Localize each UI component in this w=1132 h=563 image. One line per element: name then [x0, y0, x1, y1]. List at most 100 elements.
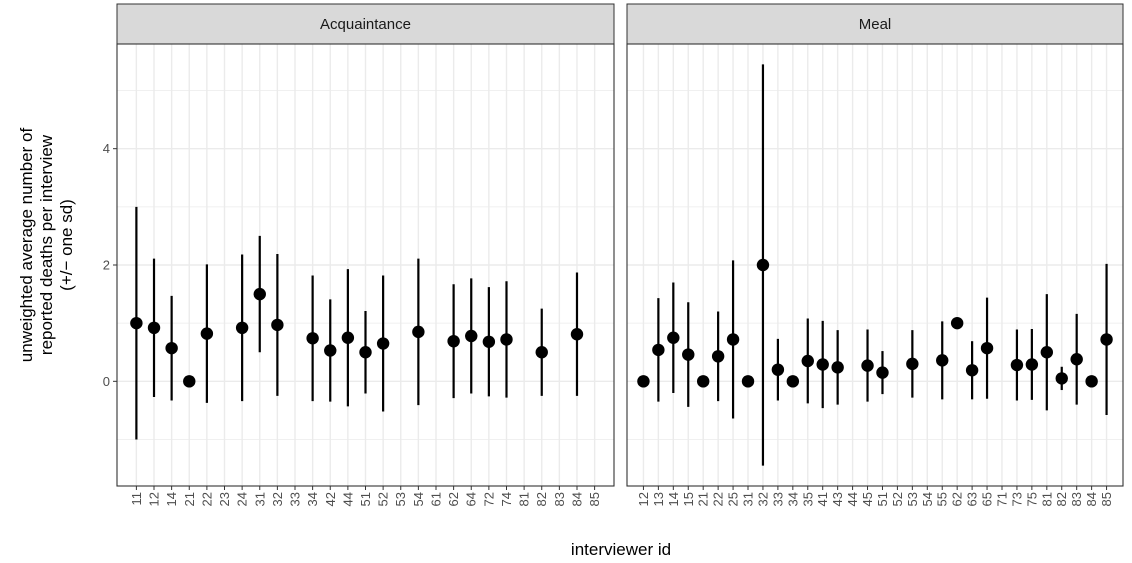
x-tick-label: 21 [182, 492, 197, 506]
data-point [183, 375, 196, 388]
x-tick-label: 52 [376, 492, 391, 506]
x-tick-label: 84 [569, 492, 584, 506]
y-axis-title: unweighted average number of reported de… [17, 128, 76, 363]
data-point [741, 375, 755, 388]
x-tick-label: 72 [481, 492, 496, 506]
data-point [906, 357, 919, 371]
data-point [482, 335, 496, 348]
data-point [936, 354, 949, 367]
x-tick-label: 14 [666, 492, 681, 506]
data-point [253, 287, 266, 301]
data-point [682, 348, 695, 361]
y-axis-title-line-1: unweighted average number of [17, 128, 36, 363]
data-point [570, 328, 584, 341]
data-point [147, 321, 161, 335]
x-tick-label: 32 [270, 492, 285, 506]
data-point [376, 337, 390, 350]
x-tick-label: 34 [785, 492, 800, 506]
x-tick-label: 81 [517, 492, 532, 506]
x-tick-label: 45 [860, 492, 875, 506]
y-tick-label: 4 [103, 141, 110, 156]
x-tick-label: 52 [890, 492, 905, 506]
x-axis-title: interviewer id [571, 540, 671, 559]
x-tick-label: 85 [1099, 492, 1114, 506]
data-point [1055, 372, 1068, 385]
data-point [831, 361, 844, 374]
x-tick-label: 82 [534, 492, 549, 506]
data-point [965, 364, 979, 377]
data-point [130, 316, 143, 330]
data-point [359, 346, 372, 359]
x-tick-label: 54 [411, 492, 426, 506]
data-point [1070, 353, 1083, 366]
facet-strip-label: Acquaintance [320, 16, 411, 33]
x-tick-label: 21 [696, 492, 711, 506]
x-tick-label: 22 [199, 492, 214, 506]
data-point [861, 359, 874, 372]
data-point [1085, 375, 1098, 388]
data-point [652, 343, 665, 357]
x-tick-label: 31 [252, 492, 267, 506]
x-tick-label: 12 [636, 492, 651, 506]
x-tick-label: 81 [1039, 492, 1054, 506]
x-tick-label: 12 [147, 492, 162, 506]
x-tick-label: 53 [905, 492, 920, 506]
x-tick-label: 71 [994, 492, 1009, 506]
data-point [200, 327, 214, 340]
x-tick-label: 33 [770, 492, 785, 506]
data-point [950, 316, 964, 330]
x-tick-label: 82 [1054, 492, 1069, 506]
panel-border [626, 43, 1124, 487]
x-tick-label: 55 [935, 492, 950, 506]
data-point [535, 346, 548, 359]
x-tick-label: 24 [235, 492, 250, 506]
x-tick-label: 31 [741, 492, 756, 506]
facet-strip-label: Meal [859, 16, 892, 33]
x-tick-label: 43 [830, 492, 845, 506]
x-tick-label: 14 [164, 492, 179, 506]
x-tick-label: 83 [1069, 492, 1084, 506]
data-point [667, 331, 680, 344]
x-tick-label: 33 [288, 492, 303, 506]
x-tick-label: 15 [681, 492, 696, 506]
x-tick-label: 61 [428, 492, 443, 506]
data-point [771, 363, 785, 376]
x-tick-label: 44 [340, 492, 355, 506]
data-point [1100, 333, 1113, 346]
data-point [786, 375, 800, 388]
x-tick-label: 11 [129, 492, 144, 506]
x-tick-label: 35 [800, 492, 815, 506]
data-point [465, 329, 478, 343]
data-point [1040, 346, 1054, 359]
data-point [306, 332, 319, 345]
data-point [235, 321, 249, 335]
data-point [711, 350, 725, 363]
x-tick-label: 13 [651, 492, 666, 506]
x-tick-label: 73 [1009, 492, 1024, 506]
data-point [500, 333, 513, 346]
x-tick-label: 85 [587, 492, 602, 506]
x-tick-label: 25 [726, 492, 741, 506]
x-tick-label: 62 [950, 492, 965, 506]
y-tick-label: 2 [103, 258, 110, 273]
data-point [756, 258, 770, 272]
data-point [341, 331, 355, 344]
x-tick-label: 75 [1024, 492, 1039, 506]
x-tick-label: 74 [499, 492, 514, 506]
x-tick-label: 32 [755, 492, 770, 506]
data-point [324, 344, 337, 357]
x-tick-label: 83 [552, 492, 567, 506]
x-tick-label: 34 [305, 492, 320, 506]
x-tick-label: 42 [323, 492, 338, 506]
x-tick-label: 62 [446, 492, 461, 506]
data-point [726, 333, 740, 346]
x-tick-label: 54 [920, 492, 935, 506]
data-point [637, 375, 650, 388]
y-axis-title-line-3: (+/− one sd) [57, 199, 76, 291]
data-point [980, 341, 994, 355]
x-tick-label: 44 [845, 492, 860, 506]
y-axis-title-line-2: reported deaths per interview [37, 134, 56, 355]
